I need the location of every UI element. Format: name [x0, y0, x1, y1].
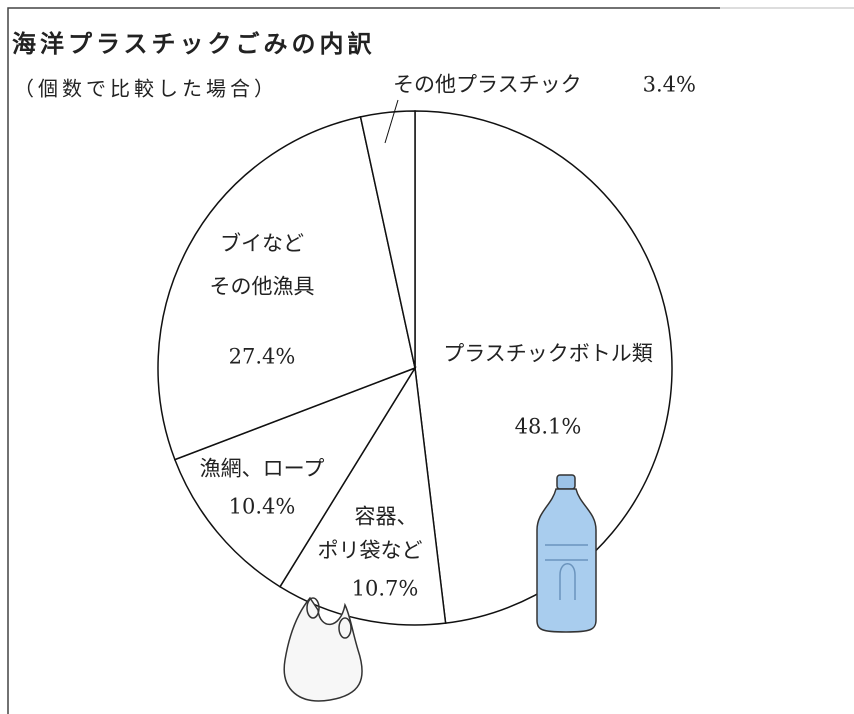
slice-label: プラスチックボトル類: [443, 342, 653, 366]
pie-slice: [173, 366, 417, 588]
slice-label: ポリ袋など: [318, 539, 423, 563]
value-label: 10.7%: [352, 577, 419, 601]
chart-subtitle: （個数で比較した場合）: [14, 77, 278, 101]
bag-illustration: [283, 596, 363, 702]
value-label: 10.4%: [229, 495, 296, 519]
leader-line: [384, 99, 399, 144]
pie-slice: [359, 110, 416, 369]
frame: [7, 7, 720, 714]
chart-title: 海洋プラスチックごみの内訳: [12, 30, 376, 58]
value-label: 48.1%: [515, 415, 582, 439]
value-label: 27.4%: [229, 345, 296, 369]
value-label: 3.4%: [643, 73, 696, 97]
slice-label: 漁網、ロープ: [200, 457, 325, 481]
slice-label: その他プラスチック: [393, 73, 582, 97]
pie-slice: [278, 365, 447, 626]
pie-slice: [157, 115, 416, 461]
slice-label: その他漁具: [210, 275, 315, 299]
bottle-illustration: [536, 474, 597, 633]
slice-label: 容器、: [355, 505, 418, 529]
slice-label: ブイなど: [220, 232, 304, 256]
